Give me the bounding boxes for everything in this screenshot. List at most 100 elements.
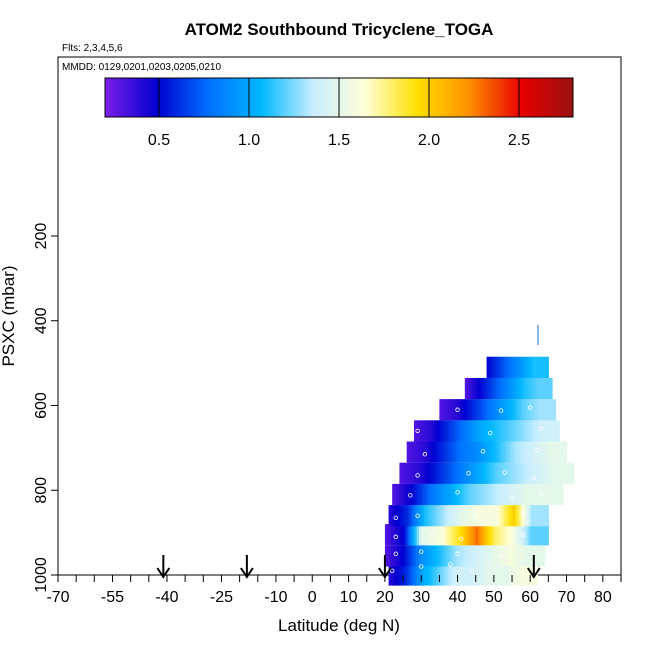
band-cell xyxy=(515,483,519,506)
band-cell xyxy=(460,399,463,421)
band-cell xyxy=(527,462,531,484)
band-cell xyxy=(511,545,515,567)
band-cell xyxy=(425,483,429,506)
band-cell xyxy=(482,441,485,463)
band-cell xyxy=(417,441,421,463)
band-cell xyxy=(426,420,429,442)
band-cell xyxy=(441,399,445,421)
band-cell xyxy=(539,505,543,527)
band-cell xyxy=(451,441,454,463)
band-cell xyxy=(468,483,472,506)
band-cell xyxy=(472,462,476,484)
latitude-arrow-head xyxy=(526,567,541,579)
band-cell xyxy=(468,441,472,463)
band-cell xyxy=(396,524,400,546)
band-cell xyxy=(475,441,479,463)
band-cell xyxy=(527,564,530,586)
band-cell xyxy=(492,505,496,527)
band-cell xyxy=(507,399,511,421)
band-cell xyxy=(486,505,490,527)
band-cell xyxy=(531,420,534,442)
sample-point xyxy=(458,536,464,542)
band-cell xyxy=(562,441,565,463)
band-cell xyxy=(513,545,517,567)
band-cell xyxy=(496,356,499,378)
band-cell xyxy=(497,505,501,527)
latitude-arrow-head xyxy=(240,567,254,579)
band-cell xyxy=(437,524,440,546)
band-cell xyxy=(428,505,432,527)
sample-point xyxy=(538,426,544,432)
profile-bands xyxy=(384,356,575,586)
band-cell xyxy=(453,524,456,546)
band-cell xyxy=(512,505,516,527)
band-cell xyxy=(502,420,506,442)
band-cell xyxy=(423,462,427,484)
band-cell xyxy=(427,545,430,567)
band-cell xyxy=(477,377,480,400)
band-cell xyxy=(444,420,447,442)
band-cell xyxy=(468,420,472,442)
band-cell xyxy=(544,356,548,378)
band-cell xyxy=(499,505,503,527)
band-cell xyxy=(389,524,393,546)
band-cell xyxy=(435,505,438,527)
band-cell xyxy=(499,399,503,421)
band-cell xyxy=(503,399,507,421)
band-cell xyxy=(504,420,508,442)
band-cell xyxy=(467,545,470,567)
band-cell xyxy=(520,483,524,506)
band-cell xyxy=(420,483,424,506)
y-tick-label: 200 xyxy=(33,223,50,250)
band-cell xyxy=(491,483,495,506)
band-cell xyxy=(460,564,464,586)
band-cell xyxy=(417,505,421,527)
band-cell xyxy=(543,524,547,546)
band-cell xyxy=(506,377,509,400)
band-cell xyxy=(527,524,531,546)
x-tick-label: 30 xyxy=(412,589,430,606)
band-cell xyxy=(401,462,405,484)
band-cell xyxy=(522,441,525,463)
colorbar-tick-label: 1.0 xyxy=(238,132,260,149)
band-cell xyxy=(511,441,514,463)
band-cell xyxy=(535,377,539,400)
band-cell xyxy=(514,420,518,442)
band-cell xyxy=(493,377,497,400)
band-cell xyxy=(413,420,417,442)
band-cell xyxy=(413,483,417,506)
band-cell xyxy=(492,420,496,442)
band-cell xyxy=(557,420,560,442)
band-cell xyxy=(399,483,403,506)
band-cell xyxy=(533,441,537,463)
band-cell xyxy=(524,483,528,506)
band-cell xyxy=(546,356,549,378)
sample-point xyxy=(455,407,460,412)
band-cell xyxy=(423,564,427,586)
band-cell xyxy=(406,483,410,506)
band-cell xyxy=(506,441,510,463)
band-cell xyxy=(450,524,454,546)
band-cell xyxy=(408,441,412,463)
colorbar-tick-label: 2.0 xyxy=(418,132,440,149)
x-tick-label: 0 xyxy=(308,589,317,606)
band-cell xyxy=(536,356,540,378)
band-cell xyxy=(541,377,544,400)
band-cell xyxy=(384,524,388,546)
band-cell xyxy=(488,356,492,378)
band-cell xyxy=(444,564,448,586)
band-cell xyxy=(490,356,493,378)
band-cell xyxy=(541,505,545,527)
band-cell xyxy=(548,377,551,400)
band-cell xyxy=(522,399,526,421)
band-cell xyxy=(387,524,391,546)
band-cell xyxy=(513,462,517,484)
band-cell xyxy=(466,399,470,421)
band-cell xyxy=(545,399,548,421)
band-cell xyxy=(527,483,531,506)
band-cell xyxy=(511,356,515,378)
band-cell xyxy=(400,545,404,567)
band-cell xyxy=(439,524,443,546)
band-cell xyxy=(466,377,470,400)
band-cell xyxy=(401,505,405,527)
